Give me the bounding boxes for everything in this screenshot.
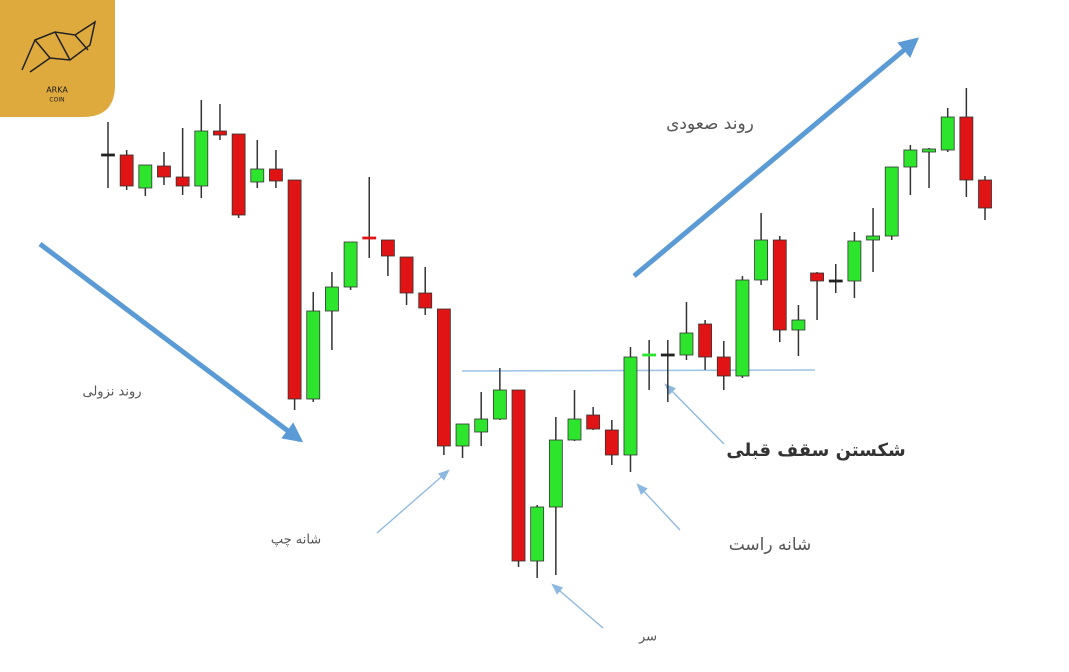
uptrend-arrow xyxy=(632,37,920,278)
right-shoulder-arrow xyxy=(636,483,681,531)
candle-body xyxy=(157,165,171,178)
candle-body xyxy=(903,149,918,168)
candle-body xyxy=(474,418,489,433)
candle-body xyxy=(511,389,526,562)
left-shoulder-label: شانه چپ xyxy=(271,533,321,548)
candle-body xyxy=(287,179,302,400)
logo: ARKA COIN xyxy=(0,0,115,117)
candle-body xyxy=(455,423,470,447)
candle-body xyxy=(325,286,339,312)
downtrend-label: روند نزولی xyxy=(83,385,142,400)
candle-body xyxy=(530,506,545,562)
candle-body xyxy=(772,239,787,331)
candle-body xyxy=(436,308,451,447)
candle-body xyxy=(548,439,563,508)
downtrend-arrow xyxy=(38,242,304,443)
candle-body xyxy=(791,319,806,331)
candle-body xyxy=(735,279,750,377)
candle-body xyxy=(362,236,377,240)
logo-bull xyxy=(21,20,97,73)
breakout-arrow xyxy=(664,383,725,445)
candle-body xyxy=(306,310,321,400)
candle-body xyxy=(810,272,824,282)
candle-body xyxy=(978,179,992,209)
candle-body xyxy=(269,168,283,182)
candle-body xyxy=(418,292,433,309)
left-shoulder-arrow xyxy=(376,469,450,534)
candle-body xyxy=(959,116,974,181)
candle-body xyxy=(231,133,246,216)
candle-body xyxy=(101,153,115,157)
candle-body xyxy=(380,239,395,257)
neckline xyxy=(461,369,816,372)
candle-body xyxy=(586,414,601,430)
candle-body xyxy=(119,154,134,187)
candle-body xyxy=(698,323,713,358)
head-arrow xyxy=(551,583,604,629)
candle-body xyxy=(754,239,768,281)
right-shoulder-label: شانه راست xyxy=(729,535,812,555)
candle-body xyxy=(679,332,694,356)
candle-body xyxy=(213,130,227,136)
candle-body xyxy=(847,240,862,282)
candle-body xyxy=(940,116,955,151)
candle-body xyxy=(194,130,209,187)
candle-body xyxy=(604,429,619,456)
candle-body xyxy=(175,176,190,187)
candle-body xyxy=(343,241,358,288)
candle-body xyxy=(660,353,675,357)
candles xyxy=(101,88,992,578)
candle-body xyxy=(884,166,899,237)
candle-body xyxy=(492,389,507,420)
head-label: سر xyxy=(638,630,657,645)
candle-body xyxy=(642,353,657,357)
candle-body xyxy=(866,235,880,241)
logo-name: ARKA xyxy=(46,86,68,95)
candle-body xyxy=(250,168,265,183)
candle-body xyxy=(399,256,414,294)
candle-body xyxy=(828,279,843,283)
candle-body xyxy=(623,356,638,456)
breakout-label: شکستن سقف قبلی xyxy=(726,440,905,461)
candle-body xyxy=(922,148,936,153)
candle-body xyxy=(567,418,582,441)
candle-body xyxy=(138,164,153,189)
uptrend-label: روند صعودی xyxy=(666,114,754,134)
candle-body xyxy=(716,356,731,377)
logo-sub: COIN xyxy=(49,97,64,104)
